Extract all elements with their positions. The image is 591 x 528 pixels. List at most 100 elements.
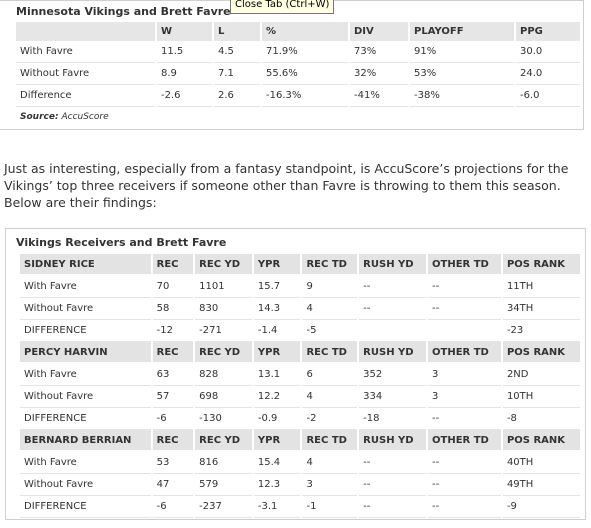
table-cell: 14.3 — [252, 297, 303, 320]
column-header — [16, 22, 157, 41]
column-header: DIV — [349, 22, 410, 41]
table-cell: -- — [358, 275, 429, 298]
table-cell: 2.6 — [213, 84, 262, 107]
table-cell: 12.2 — [252, 385, 303, 408]
table-cell: 15.4 — [252, 451, 303, 474]
column-header: L — [213, 22, 262, 41]
table-row: With Favre 63 828 13.1 6 352 3 2ND — [20, 363, 583, 386]
header-row: W L% DIV PLAYOFF PPG — [16, 22, 582, 41]
column-header: REC YD — [194, 341, 254, 364]
table-cell — [358, 319, 429, 342]
table-cell: -- — [427, 451, 503, 474]
table-cell: -1 — [301, 495, 360, 518]
table-cell — [427, 319, 503, 342]
table-cell: -2.6 — [156, 84, 214, 107]
table-cell: 15.7 — [252, 275, 303, 298]
source-value: AccuScore — [61, 112, 109, 122]
table-cell: -- — [427, 297, 503, 320]
table-cell: 63 — [151, 363, 196, 386]
column-header: REC — [151, 341, 196, 364]
table-cell: 4.5 — [213, 41, 262, 63]
table-cell: 73% — [349, 41, 410, 63]
table-cell: 2ND — [501, 363, 583, 386]
table-cell: 30.0 — [515, 41, 582, 63]
table-cell: -6.0 — [515, 84, 582, 107]
table-cell: -12 — [151, 319, 196, 342]
table-cell: 9 — [301, 275, 360, 298]
table-cell: -38% — [409, 84, 516, 107]
table-cell: 4 — [301, 451, 360, 474]
table-cell: 53 — [151, 451, 196, 474]
table-cell: 49TH — [501, 473, 583, 496]
table-title: Vikings Receivers and Brett Favre — [16, 236, 227, 249]
table-row: Without Favre 8.9 7.1 55.6% 32% 53% 24.0 — [16, 62, 582, 85]
table-cell: 816 — [194, 451, 254, 474]
close-tab-tooltip: Close Tab (Ctrl+W) — [230, 0, 335, 14]
table-cell: 828 — [194, 363, 254, 386]
column-header: REC TD — [301, 254, 360, 276]
column-header: YPR — [252, 429, 303, 452]
team-projection-table: W L% DIV PLAYOFF PPG With Favre 11.5 4.5 71.9% 73… — [16, 22, 582, 127]
column-header: POS RANK — [501, 429, 583, 452]
table-cell: 55.6% — [261, 62, 350, 85]
column-header: REC YD — [194, 429, 254, 452]
table-cell: 58 — [151, 297, 196, 320]
table-cell: 6 — [301, 363, 360, 386]
table-row: Without Favre 57 698 12.2 4 334 3 10TH — [20, 385, 583, 408]
table-cell: -6 — [151, 407, 196, 430]
column-header: PPG — [515, 22, 582, 41]
table-cell: 3 — [427, 385, 503, 408]
column-header: YPR — [252, 254, 303, 276]
column-header: YPR — [252, 341, 303, 364]
table-title: Minnesota Vikings and Brett Favre — [16, 5, 231, 18]
table-cell: 7.1 — [213, 62, 262, 85]
row-label: Without Favre — [20, 297, 153, 320]
table-cell: -- — [358, 451, 429, 474]
row-label: DIFFERENCE — [20, 495, 153, 518]
table-cell: -2 — [301, 407, 360, 430]
row-label: Without Favre — [20, 473, 153, 496]
table-cell: 8.9 — [156, 62, 214, 85]
table-cell: 10TH — [501, 385, 583, 408]
table-cell: 4 — [301, 297, 360, 320]
source-label: Source: — [20, 112, 59, 122]
source-note: Source: AccuScore — [16, 106, 582, 127]
source-row: Source: AccuScore — [16, 106, 582, 127]
table-cell: 34TH — [501, 297, 583, 320]
receivers-table-box: Vikings Receivers and Brett Favre SIDNEY… — [5, 228, 586, 520]
player-header-row: PERCY HARVIN REC REC YD YPR REC TD RUSH YD OTH… — [20, 341, 583, 364]
table-cell: -18 — [358, 407, 429, 430]
column-header: RUSH YD — [358, 341, 429, 364]
table-cell: -1.4 — [252, 319, 303, 342]
row-label: With Favre — [20, 451, 153, 474]
table-cell: 47 — [151, 473, 196, 496]
table-cell: 12.3 — [252, 473, 303, 496]
table-cell: -6 — [151, 495, 196, 518]
table-cell: -- — [358, 495, 429, 518]
table-cell: -3.1 — [252, 495, 303, 518]
table-cell: -9 — [501, 495, 583, 518]
table-row: Difference -2.6 2.6 -16.3% -41% -38% -6.0 — [16, 84, 582, 107]
player-name: SIDNEY RICE — [20, 254, 153, 276]
table-row: Without Favre 47 579 12.3 3 -- -- 49TH — [20, 473, 583, 496]
favre-team-table-box: Minnesota Vikings and Brett Favre W L% DIV… — [0, 0, 584, 130]
table-cell: 40TH — [501, 451, 583, 474]
table-cell: 3 — [301, 473, 360, 496]
player-name: BERNARD BERRIAN — [20, 429, 153, 452]
table-cell: 91% — [409, 41, 516, 63]
row-label: With Favre — [16, 41, 157, 63]
table-row: DIFFERENCE -6 -237 -3.1 -1 -- -- -9 — [20, 495, 583, 518]
column-header: REC TD — [301, 429, 360, 452]
table-cell: -- — [427, 495, 503, 518]
table-cell: -- — [427, 473, 503, 496]
table-cell: -8 — [501, 407, 583, 430]
column-header: REC — [151, 429, 196, 452]
column-header: REC — [151, 254, 196, 276]
receivers-projection-table: SIDNEY RICE REC REC YD YPR REC TD RUSH YD OTHE… — [20, 254, 583, 518]
table-row: With Favre 53 816 15.4 4 -- -- 40TH — [20, 451, 583, 474]
table-cell: 71.9% — [261, 41, 350, 63]
player-header-row: SIDNEY RICE REC REC YD YPR REC TD RUSH YD OTHE… — [20, 254, 583, 276]
table-cell: 1101 — [194, 275, 254, 298]
column-header: RUSH YD — [358, 429, 429, 452]
row-label: With Favre — [20, 363, 153, 386]
